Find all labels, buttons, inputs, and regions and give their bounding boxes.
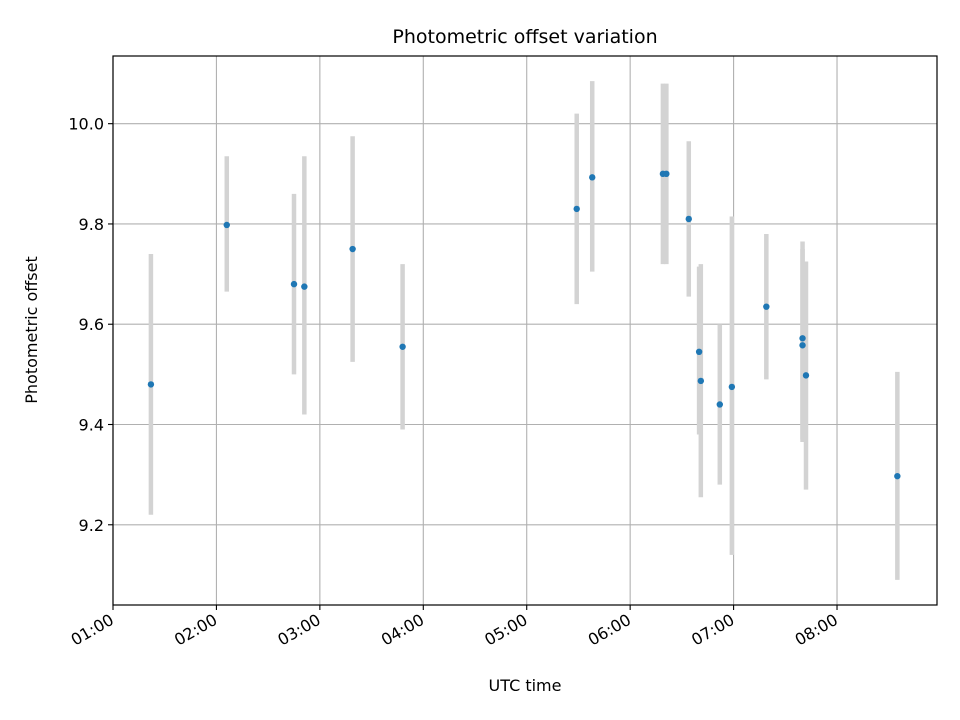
data-point [685, 215, 692, 223]
data-point [349, 245, 356, 253]
data-point [223, 221, 230, 229]
y-axis-ticks: 9.2 9.4 9.6 9.8 10.0 [68, 115, 113, 535]
data-point [147, 381, 155, 388]
y-tick-label: 9.6 [79, 315, 104, 334]
y-tick-label: 9.4 [79, 416, 104, 435]
data-point [799, 342, 806, 349]
y-axis-label: Photometric offset [22, 256, 41, 404]
data-point [573, 205, 580, 213]
y-tick-label: 9.8 [79, 215, 104, 234]
data-point [728, 383, 736, 391]
y-tick-label: 10.0 [68, 115, 104, 134]
data-point [589, 174, 596, 181]
data-point [663, 170, 670, 178]
data-point [695, 348, 703, 356]
data-point [799, 335, 806, 342]
data-point [894, 472, 901, 480]
data-point [301, 283, 308, 290]
data-point [802, 372, 810, 379]
data-point [697, 377, 705, 385]
y-tick-label: 9.2 [79, 516, 104, 535]
data-points [147, 170, 901, 480]
grid-lines [112, 56, 937, 605]
data-point [399, 343, 406, 350]
axes-frame [112, 55, 938, 606]
data-point [290, 280, 298, 288]
data-point [763, 303, 770, 310]
chart-title: Photometric offset variation [392, 26, 657, 48]
x-axis-label: UTC time [489, 676, 562, 695]
data-point [716, 401, 723, 408]
